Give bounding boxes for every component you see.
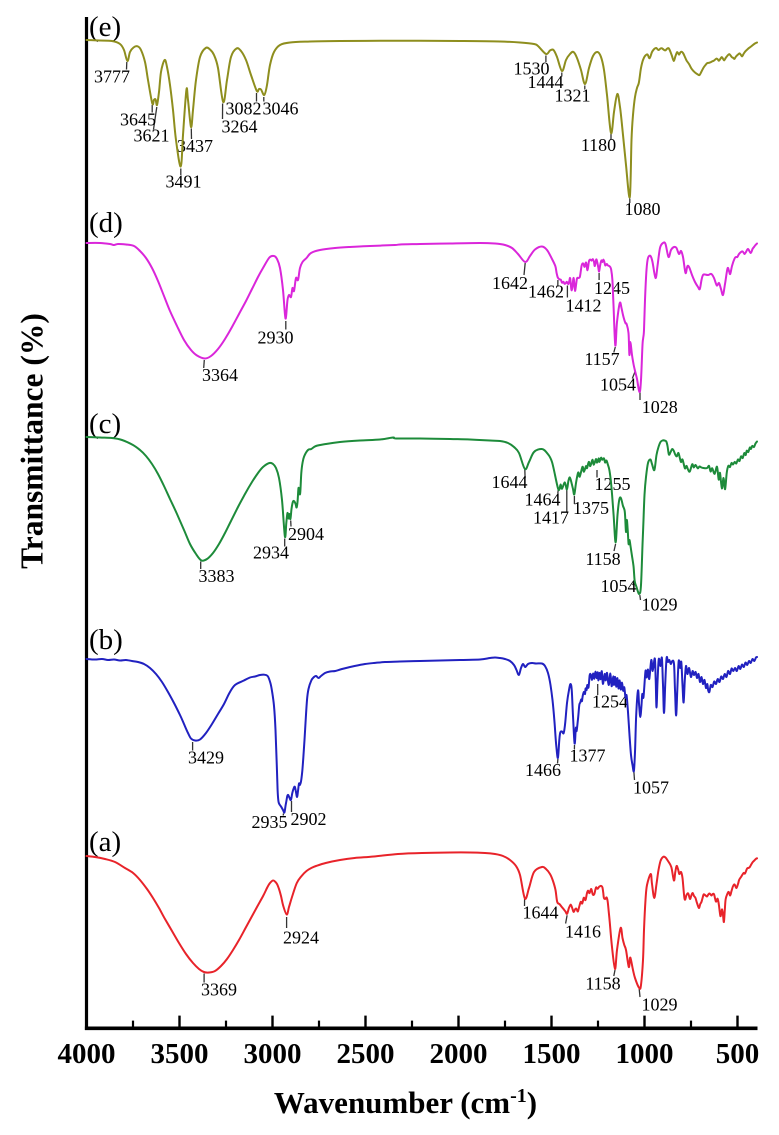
svg-text:500: 500 <box>716 1038 760 1070</box>
svg-text:1000: 1000 <box>616 1038 674 1070</box>
svg-text:(e): (e) <box>89 11 121 43</box>
svg-text:1158: 1158 <box>585 974 620 994</box>
svg-text:1080: 1080 <box>625 199 661 219</box>
svg-text:2930: 2930 <box>258 328 294 348</box>
svg-text:1500: 1500 <box>523 1038 581 1070</box>
svg-text:1180: 1180 <box>581 135 616 155</box>
svg-text:3364: 3364 <box>202 365 238 385</box>
svg-text:(d): (d) <box>89 207 123 239</box>
svg-text:1054: 1054 <box>601 576 637 596</box>
svg-text:3264: 3264 <box>222 117 258 137</box>
svg-text:3621: 3621 <box>134 126 170 146</box>
svg-text:3491: 3491 <box>166 172 202 192</box>
svg-text:1377: 1377 <box>570 746 606 766</box>
svg-text:3777: 3777 <box>94 67 130 87</box>
svg-text:1375: 1375 <box>573 498 609 518</box>
svg-text:1254: 1254 <box>592 692 628 712</box>
svg-text:1029: 1029 <box>642 595 678 615</box>
svg-text:2935: 2935 <box>252 812 288 832</box>
svg-text:1158: 1158 <box>585 549 620 569</box>
svg-text:3082: 3082 <box>226 99 262 119</box>
svg-text:(b): (b) <box>89 624 123 656</box>
svg-text:Transmittance (%): Transmittance (%) <box>15 313 50 569</box>
svg-text:1057: 1057 <box>633 778 669 798</box>
svg-text:1644: 1644 <box>523 903 559 923</box>
svg-text:4000: 4000 <box>58 1038 116 1070</box>
svg-text:1464: 1464 <box>525 490 561 510</box>
svg-text:(a): (a) <box>89 826 121 858</box>
svg-text:1029: 1029 <box>642 995 678 1015</box>
svg-text:1412: 1412 <box>566 296 602 316</box>
svg-text:2902: 2902 <box>291 809 327 829</box>
svg-text:1028: 1028 <box>642 397 678 417</box>
svg-text:1416: 1416 <box>565 922 601 942</box>
svg-text:1157: 1157 <box>584 349 619 369</box>
svg-text:2934: 2934 <box>253 543 289 563</box>
svg-text:3383: 3383 <box>199 566 235 586</box>
svg-text:1462: 1462 <box>528 282 564 302</box>
svg-text:1321: 1321 <box>555 86 591 106</box>
svg-text:3000: 3000 <box>244 1038 302 1070</box>
svg-text:1054: 1054 <box>600 375 636 395</box>
svg-text:3369: 3369 <box>201 980 237 1000</box>
svg-text:2924: 2924 <box>283 928 319 948</box>
svg-text:3046: 3046 <box>263 99 299 119</box>
svg-text:Wavenumber (cm-1): Wavenumber (cm-1) <box>274 1085 537 1120</box>
svg-text:2904: 2904 <box>288 524 324 544</box>
svg-text:2500: 2500 <box>337 1038 395 1070</box>
svg-text:3500: 3500 <box>151 1038 209 1070</box>
svg-text:2000: 2000 <box>430 1038 488 1070</box>
svg-text:1466: 1466 <box>525 760 561 780</box>
svg-text:(c): (c) <box>89 408 121 440</box>
svg-text:3429: 3429 <box>188 748 224 768</box>
svg-text:1642: 1642 <box>492 273 528 293</box>
svg-text:1644: 1644 <box>492 472 528 492</box>
svg-text:1417: 1417 <box>533 508 569 528</box>
